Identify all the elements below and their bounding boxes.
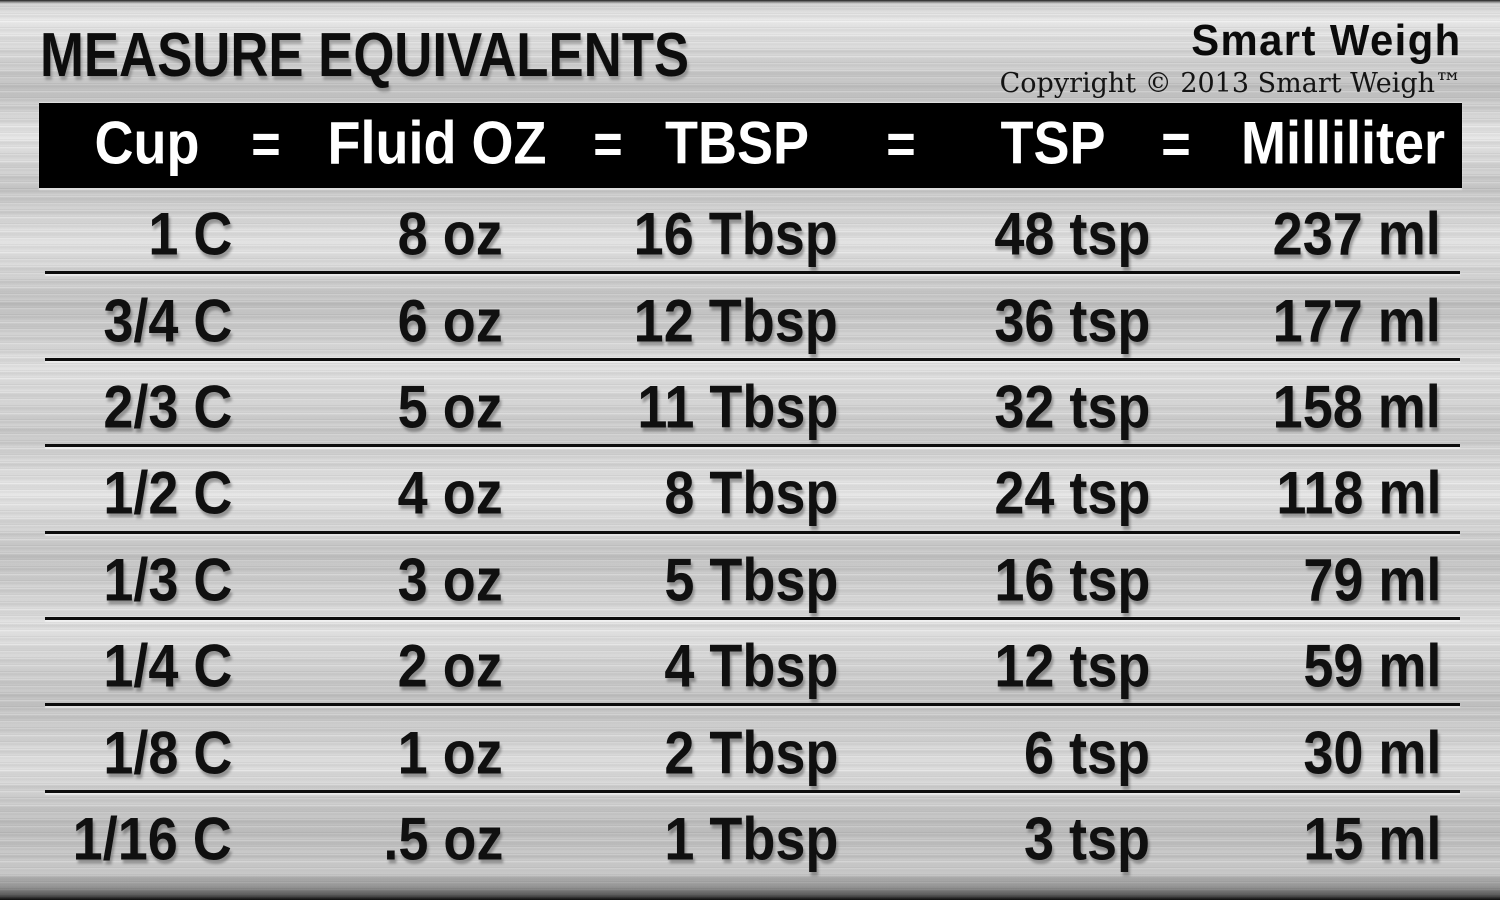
fluid-oz-cell: 4 oz xyxy=(397,459,503,527)
tbsp-cell: 4 Tbsp xyxy=(663,632,838,700)
tbsp-cell: 12 Tbsp xyxy=(633,287,838,355)
brand-logo: Smart Weigh xyxy=(1191,16,1462,65)
cup-cell: 1/8 C xyxy=(102,719,232,787)
copyright-text: Copyright © 2013 Smart Weigh™ xyxy=(999,68,1462,99)
equals-sign: = xyxy=(251,111,281,175)
tbsp-cell: 2 Tbsp xyxy=(663,719,838,787)
cup-cell: 1/4 C xyxy=(102,632,232,700)
header-cell-fluid-oz: Fluid OZ xyxy=(327,109,547,177)
table-row: 1/4 C 2 oz 4 Tbsp 12 tsp 59 ml xyxy=(0,620,1500,707)
equals-sign: = xyxy=(886,111,916,175)
milliliter-cell: 15 ml xyxy=(1302,805,1441,873)
row-separator xyxy=(45,616,1460,620)
tsp-cell: 12 tsp xyxy=(993,632,1150,700)
tbsp-cell: 8 Tbsp xyxy=(663,459,838,527)
tsp-cell: 16 tsp xyxy=(993,546,1150,614)
fluid-oz-cell: .5 oz xyxy=(382,805,503,873)
header-cell-milliliter: Milliliter xyxy=(1240,109,1446,177)
row-separator xyxy=(45,530,1460,534)
tbsp-cell: 1 Tbsp xyxy=(663,805,838,873)
milliliter-cell: 30 ml xyxy=(1302,719,1441,787)
table-header: Cup = Fluid OZ = TBSP = TSP = Milliliter xyxy=(39,103,1462,188)
tsp-cell: 3 tsp xyxy=(1023,805,1150,873)
table-row: 2/3 C 5 oz 11 Tbsp 32 tsp 158 ml xyxy=(0,361,1500,448)
table-row: 1/16 C .5 oz 1 Tbsp 3 tsp 15 ml xyxy=(0,793,1500,879)
tsp-cell: 24 tsp xyxy=(993,459,1150,527)
tsp-cell: 6 tsp xyxy=(1023,719,1150,787)
cup-cell: 3/4 C xyxy=(102,287,232,355)
cup-cell: 1/2 C xyxy=(102,459,232,527)
equals-sign: = xyxy=(593,111,623,175)
row-separator xyxy=(45,703,1460,707)
table-body: 1 C 8 oz 16 Tbsp 48 tsp 237 ml 3/4 C 6 o… xyxy=(0,188,1500,879)
cup-cell: 1/3 C xyxy=(102,546,232,614)
table-row: 1/8 C 1 oz 2 Tbsp 6 tsp 30 ml xyxy=(0,706,1500,793)
table-row: 3/4 C 6 oz 12 Tbsp 36 tsp 177 ml xyxy=(0,274,1500,361)
milliliter-cell: 177 ml xyxy=(1272,287,1441,355)
milliliter-cell: 118 ml xyxy=(1275,459,1441,527)
cup-cell: 1/16 C xyxy=(72,805,232,873)
tbsp-cell: 5 Tbsp xyxy=(663,546,838,614)
milliliter-cell: 158 ml xyxy=(1272,373,1441,441)
tsp-cell: 48 tsp xyxy=(993,200,1150,268)
fluid-oz-cell: 5 oz xyxy=(397,373,503,441)
fluid-oz-cell: 8 oz xyxy=(397,200,503,268)
page-title: MEASURE EQUIVALENTS xyxy=(40,21,690,90)
row-separator xyxy=(45,357,1460,361)
table-row: 1/3 C 3 oz 5 Tbsp 16 tsp 79 ml xyxy=(0,534,1500,620)
row-separator xyxy=(45,271,1460,275)
fluid-oz-cell: 2 oz xyxy=(397,632,503,700)
fluid-oz-cell: 6 oz xyxy=(397,287,503,355)
milliliter-cell: 79 ml xyxy=(1302,546,1441,614)
header-cell-tsp: TSP xyxy=(1000,109,1106,177)
milliliter-cell: 59 ml xyxy=(1302,632,1441,700)
tsp-cell: 36 tsp xyxy=(993,287,1150,355)
cup-cell: 1 C xyxy=(147,200,232,268)
fluid-oz-cell: 3 oz xyxy=(397,546,503,614)
cup-cell: 2/3 C xyxy=(102,373,232,441)
row-separator xyxy=(45,444,1460,448)
tsp-cell: 32 tsp xyxy=(993,373,1150,441)
tbsp-cell: 16 Tbsp xyxy=(633,200,838,268)
row-separator xyxy=(45,789,1460,793)
header-cell-cup: Cup xyxy=(94,109,200,177)
table-row: 1 C 8 oz 16 Tbsp 48 tsp 237 ml xyxy=(0,188,1500,275)
equals-sign: = xyxy=(1161,111,1191,175)
table-row: 1/2 C 4 oz 8 Tbsp 24 tsp 118 ml xyxy=(0,447,1500,534)
header-cell-tbsp: TBSP xyxy=(664,109,810,177)
tbsp-cell: 11 Tbsp xyxy=(636,373,838,441)
milliliter-cell: 237 ml xyxy=(1272,200,1441,268)
fluid-oz-cell: 1 oz xyxy=(397,719,503,787)
